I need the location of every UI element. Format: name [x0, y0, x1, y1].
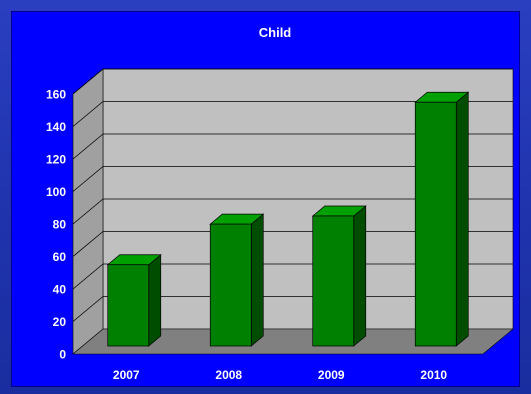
gridline-side — [72, 68, 104, 95]
bar-side — [353, 205, 367, 347]
bar-side — [148, 254, 162, 347]
gridline-side — [72, 101, 104, 127]
bar-side — [455, 91, 469, 347]
y-tick-label: 80 — [53, 218, 67, 232]
gridline-side — [72, 166, 104, 192]
bar-front — [312, 215, 355, 347]
y-tick-label: 0 — [59, 348, 66, 362]
bar-2007 — [106, 254, 162, 347]
chart-title: Child — [259, 25, 292, 40]
y-tick-label: 120 — [46, 153, 66, 167]
bar-2010 — [414, 91, 470, 347]
y-tick-label: 100 — [46, 185, 66, 199]
y-tick-label: 140 — [46, 120, 66, 134]
bar-front — [107, 264, 150, 347]
y-tick-label: 40 — [53, 283, 67, 297]
gridline-side — [72, 198, 104, 225]
x-category-label: 2009 — [318, 368, 345, 382]
bar-front — [414, 101, 457, 347]
y-tick-label: 60 — [53, 250, 67, 264]
gridline-side — [72, 133, 104, 160]
x-axis-category-labels: 2007 2008 2009 2010 — [113, 368, 448, 382]
gridline-side — [72, 231, 104, 257]
x-category-label: 2010 — [420, 368, 447, 382]
bar-2008 — [209, 213, 265, 347]
y-tick-label: 160 — [46, 88, 66, 102]
gridline-side — [72, 263, 104, 290]
y-tick-label: 20 — [53, 315, 67, 329]
bar-2009 — [311, 205, 367, 347]
bar-front — [209, 223, 252, 347]
floor — [72, 328, 514, 355]
bars — [106, 91, 470, 347]
gridline-side — [72, 296, 104, 322]
x-category-label: 2008 — [215, 368, 242, 382]
y-axis-tick-labels: 0 20 40 60 80 100 120 140 160 — [46, 88, 66, 362]
x-category-label: 2007 — [113, 368, 140, 382]
bar-side — [250, 213, 264, 347]
